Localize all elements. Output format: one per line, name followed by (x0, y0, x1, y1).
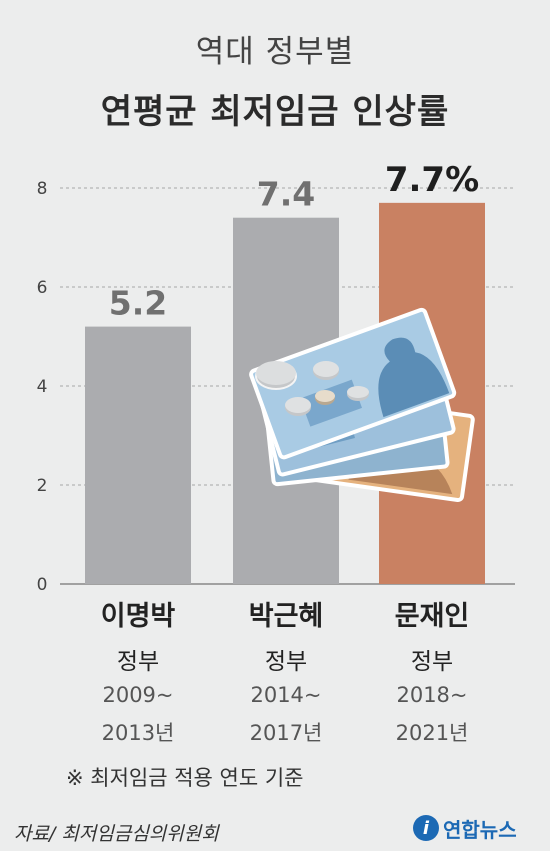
category-label: 문재인 (394, 601, 470, 632)
category-sublabel: 정부 (410, 649, 454, 675)
category-period-start: 2009~ (102, 683, 174, 707)
y-tick-label: 2 (37, 476, 48, 496)
logo-mark-icon: i (413, 815, 439, 841)
category-period-start: 2014~ (250, 683, 322, 707)
bar-value-label: 7.4 (257, 175, 315, 214)
bar-value-label: 5.2 (109, 284, 167, 323)
category-period-end: 2013년 (101, 721, 175, 745)
y-tick-label: 4 (37, 377, 48, 397)
category-period-end: 2017년 (249, 721, 323, 745)
bar (85, 326, 191, 584)
publisher-logo: i 연합뉴스 (413, 813, 517, 843)
money-bills-coins-icon (249, 307, 475, 503)
y-tick-label: 6 (37, 278, 48, 298)
chart-title-line1: 역대 정부별 (195, 34, 355, 70)
category-sublabel: 정부 (264, 649, 308, 675)
logo-text: 연합뉴스 (443, 817, 517, 842)
footnote: ※ 최저임금 적용 연도 기준 (66, 766, 304, 790)
category-period-end: 2021년 (395, 721, 469, 745)
y-tick-label: 0 (37, 575, 48, 595)
chart-area: 0 2 4 6 8 5.2 7.4 7.7% (37, 160, 515, 595)
bar-value-label: 7.7% (385, 160, 479, 200)
category-sublabel: 정부 (116, 649, 160, 675)
source-note: 자료/ 최저임금심의위원회 (14, 823, 219, 845)
category-label: 박근혜 (248, 601, 324, 632)
category-label: 이명박 (100, 601, 176, 632)
chart-title-line2: 연평균 최저임금 인상률 (100, 92, 450, 132)
category-period-start: 2018~ (396, 683, 468, 707)
y-tick-label: 8 (37, 179, 48, 199)
